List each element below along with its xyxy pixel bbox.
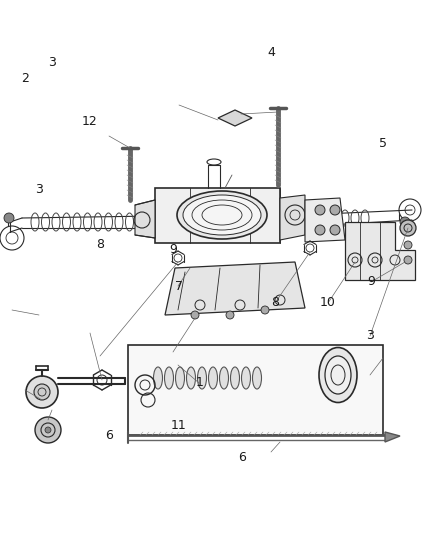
Ellipse shape	[198, 367, 206, 389]
Polygon shape	[305, 198, 345, 242]
Ellipse shape	[319, 348, 357, 402]
Polygon shape	[135, 200, 155, 238]
Circle shape	[26, 376, 58, 408]
Text: 3: 3	[48, 56, 56, 69]
Ellipse shape	[165, 367, 173, 389]
Text: 3: 3	[35, 183, 42, 196]
Ellipse shape	[252, 367, 261, 389]
Circle shape	[261, 306, 269, 314]
Circle shape	[4, 213, 14, 223]
Text: 6: 6	[105, 430, 113, 442]
Ellipse shape	[241, 367, 251, 389]
Ellipse shape	[177, 191, 267, 239]
Circle shape	[45, 427, 51, 433]
Ellipse shape	[230, 367, 240, 389]
Polygon shape	[345, 222, 415, 280]
Circle shape	[34, 384, 50, 400]
Ellipse shape	[153, 367, 162, 389]
Circle shape	[330, 205, 340, 215]
Text: 8: 8	[271, 296, 279, 309]
Polygon shape	[280, 195, 305, 240]
Circle shape	[191, 311, 199, 319]
Text: 11: 11	[171, 419, 187, 432]
Text: 5: 5	[379, 138, 387, 150]
Text: 12: 12	[82, 115, 98, 128]
Ellipse shape	[219, 367, 229, 389]
Circle shape	[404, 241, 412, 249]
Circle shape	[400, 217, 410, 227]
Bar	[128, 345, 383, 435]
Ellipse shape	[183, 195, 261, 235]
Circle shape	[330, 225, 340, 235]
Text: 2: 2	[21, 72, 29, 85]
Circle shape	[315, 205, 325, 215]
Polygon shape	[218, 110, 252, 126]
Bar	[155, 188, 280, 243]
Circle shape	[400, 220, 416, 236]
Polygon shape	[165, 262, 305, 315]
Text: 9: 9	[367, 275, 375, 288]
Text: 4: 4	[268, 46, 276, 59]
Ellipse shape	[176, 367, 184, 389]
Ellipse shape	[187, 367, 195, 389]
Polygon shape	[385, 432, 400, 442]
Ellipse shape	[208, 367, 218, 389]
Text: 6: 6	[238, 451, 246, 464]
Text: 9: 9	[169, 243, 177, 256]
Circle shape	[35, 417, 61, 443]
Text: 1: 1	[195, 376, 203, 389]
Circle shape	[404, 256, 412, 264]
Text: 10: 10	[320, 296, 336, 309]
Text: 3: 3	[366, 329, 374, 342]
Circle shape	[226, 311, 234, 319]
Text: 8: 8	[96, 238, 104, 251]
Text: 7: 7	[175, 280, 183, 293]
Circle shape	[315, 225, 325, 235]
Ellipse shape	[325, 356, 351, 394]
